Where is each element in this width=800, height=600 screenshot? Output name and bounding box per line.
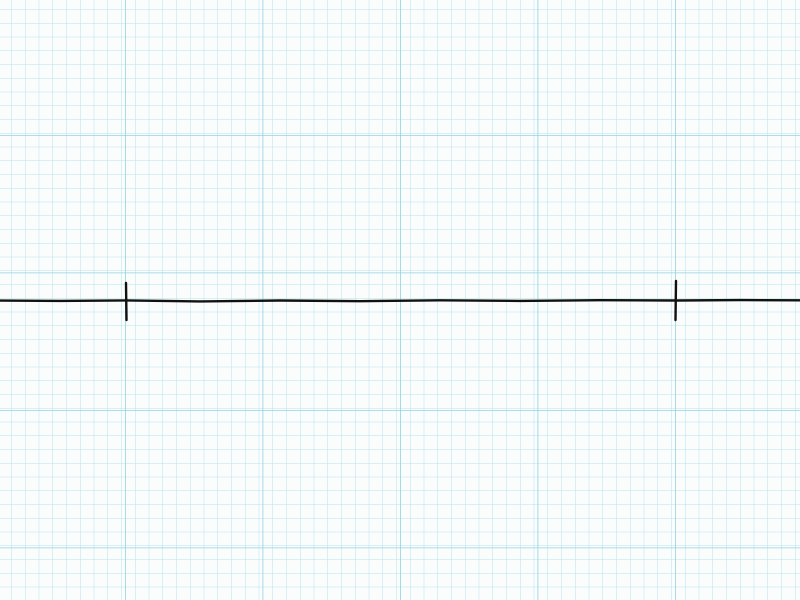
number-line-tick-right [674, 279, 678, 322]
hand-drawn-number-line [0, 279, 800, 322]
number-line-tick-left [124, 281, 128, 322]
number-line-stroke [0, 298, 800, 303]
